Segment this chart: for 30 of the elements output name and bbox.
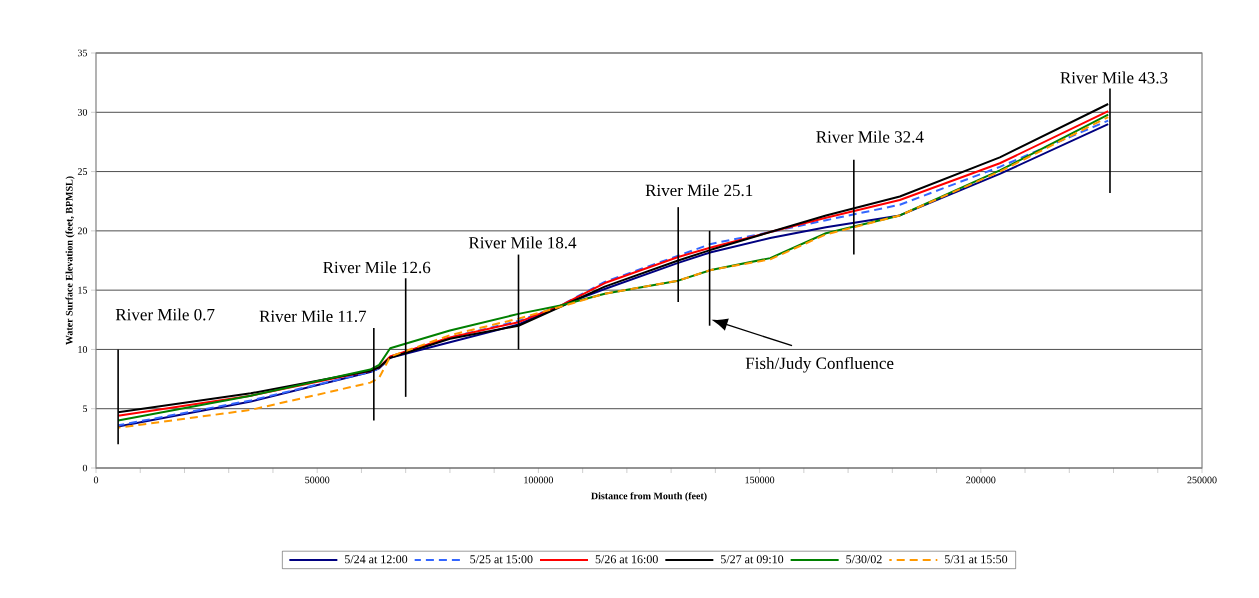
legend-label: 5/26 at 16:00 — [595, 555, 658, 564]
y-tick-label: 15 — [78, 286, 88, 294]
legend-label: 5/27 at 09:10 — [721, 555, 784, 564]
annotation: Fish/Judy Confluence — [745, 356, 894, 373]
annotation: River Mile 12.6 — [323, 261, 431, 274]
annotation: River Mile 18.4 — [468, 236, 577, 249]
y-tick-label: 20 — [77, 227, 88, 235]
x-axis-title: Distance from Mouth (feet) — [591, 492, 707, 502]
x-tick-label: 50000 — [305, 476, 330, 484]
x-tick-label: 150000 — [745, 476, 775, 484]
y-tick-label: 0 — [82, 464, 88, 472]
y-tick-label: 35 — [77, 49, 88, 57]
y-tick-label: 5 — [83, 405, 88, 413]
annotation: River Mile 0.7 — [115, 308, 215, 321]
x-tick-label: 100000 — [524, 476, 554, 484]
legend-label: 5/31 at 15:50 — [945, 555, 1008, 564]
y-axis-title: Water Surface Elevation (feet, BPMSL) — [65, 176, 75, 345]
x-tick-label: 250000 — [1187, 476, 1217, 484]
annotation: River Mile 32.4 — [816, 130, 924, 143]
x-tick-label: 200000 — [966, 476, 996, 484]
annotation: River Mile 43.3 — [1060, 71, 1168, 84]
x-tick-label: 0 — [93, 476, 99, 484]
y-tick-label: 25 — [77, 168, 88, 175]
legend-label: 5/25 at 15:00 — [470, 555, 533, 564]
legend-label: 5/30/02 — [846, 555, 882, 564]
legend-label: 5/24 at 12:00 — [345, 555, 408, 564]
y-tick-label: 30 — [77, 108, 88, 116]
annotation: River Mile 11.7 — [259, 310, 367, 323]
y-tick-label: 10 — [78, 346, 88, 353]
annotation: River Mile 25.1 — [645, 184, 753, 197]
